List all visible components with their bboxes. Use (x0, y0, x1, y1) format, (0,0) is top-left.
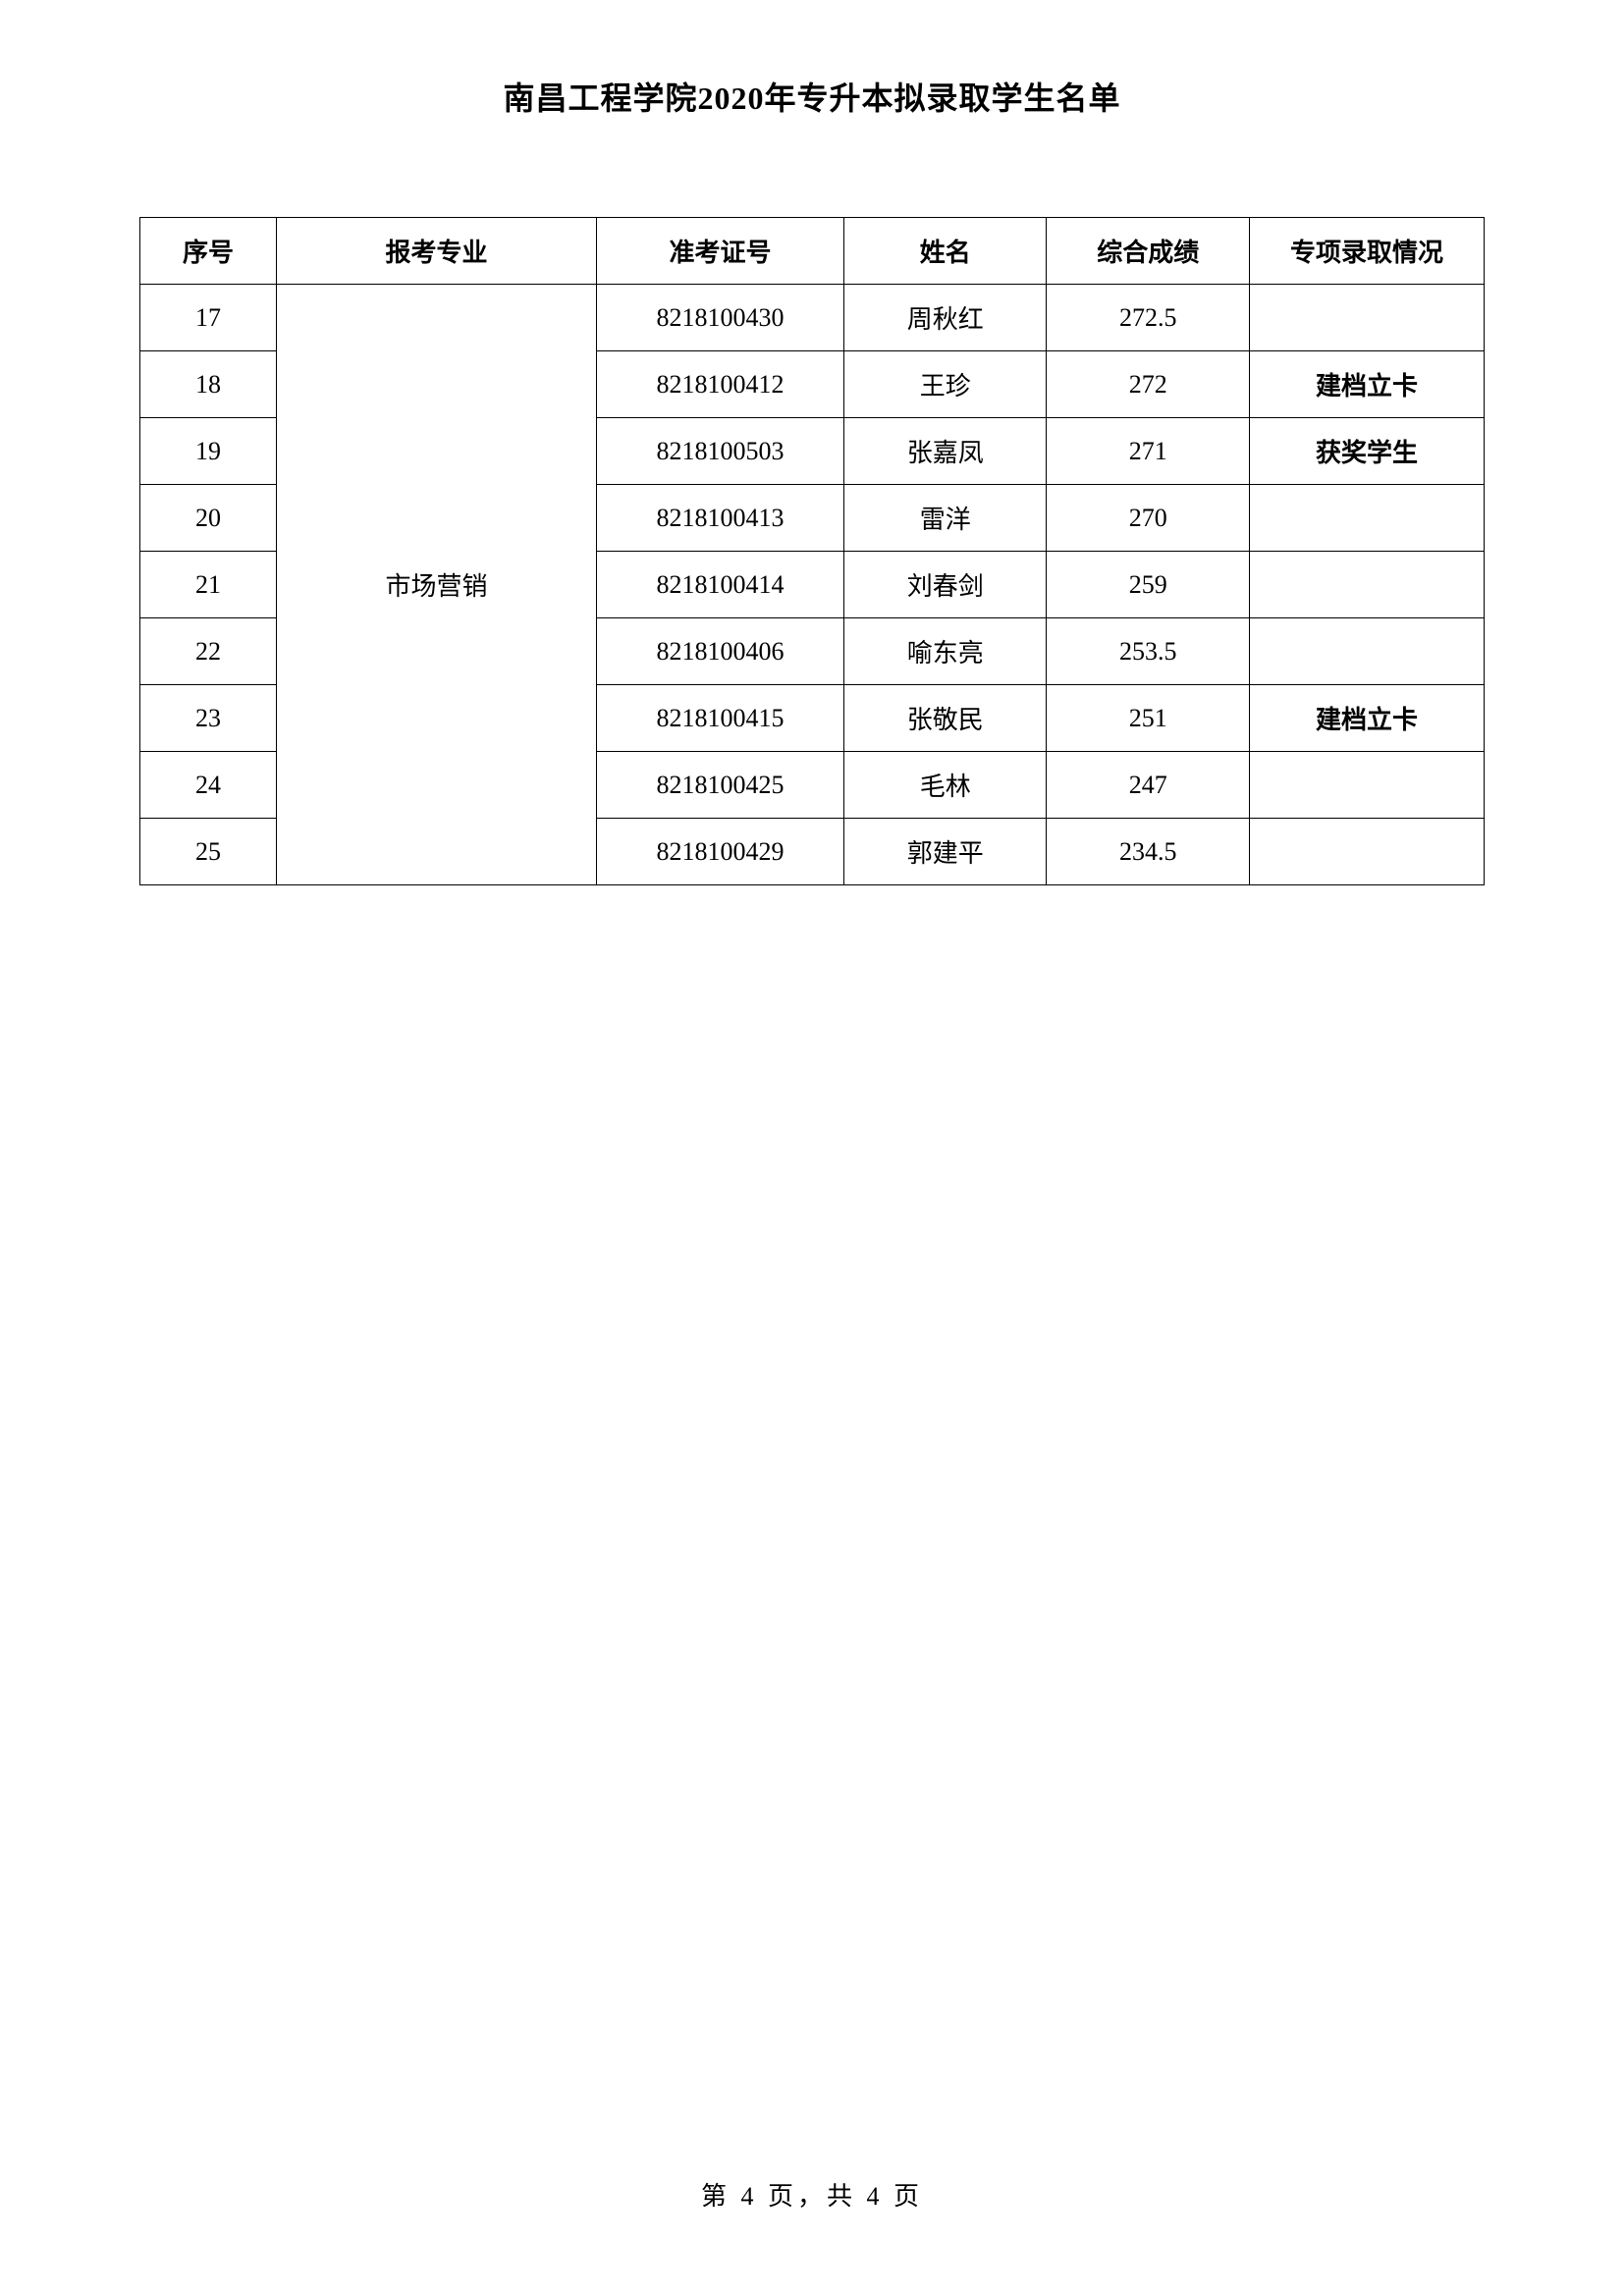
cell-special (1249, 285, 1484, 351)
cell-score: 251 (1047, 685, 1249, 752)
cell-seq: 22 (140, 618, 277, 685)
cell-examid: 8218100429 (597, 819, 844, 885)
cell-name: 郭建平 (844, 819, 1047, 885)
cell-name: 毛林 (844, 752, 1047, 819)
cell-score: 253.5 (1047, 618, 1249, 685)
table-body: 17 市场营销 8218100430 周秋红 272.5 18 82181004… (140, 285, 1485, 885)
cell-score: 270 (1047, 485, 1249, 552)
cell-seq: 25 (140, 819, 277, 885)
cell-special (1249, 618, 1484, 685)
cell-special (1249, 752, 1484, 819)
cell-name: 张嘉凤 (844, 418, 1047, 485)
cell-name: 周秋红 (844, 285, 1047, 351)
cell-seq: 19 (140, 418, 277, 485)
cell-seq: 20 (140, 485, 277, 552)
cell-examid: 8218100406 (597, 618, 844, 685)
cell-seq: 23 (140, 685, 277, 752)
cell-score: 259 (1047, 552, 1249, 618)
cell-examid: 8218100414 (597, 552, 844, 618)
cell-name: 王珍 (844, 351, 1047, 418)
cell-examid: 8218100503 (597, 418, 844, 485)
header-score: 综合成绩 (1047, 218, 1249, 285)
table-header-row: 序号 报考专业 准考证号 姓名 综合成绩 专项录取情况 (140, 218, 1485, 285)
cell-special: 建档立卡 (1249, 351, 1484, 418)
page-footer: 第 4 页，共 4 页 (0, 2176, 1624, 2213)
cell-score: 272.5 (1047, 285, 1249, 351)
cell-score: 272 (1047, 351, 1249, 418)
cell-examid: 8218100415 (597, 685, 844, 752)
cell-seq: 21 (140, 552, 277, 618)
cell-examid: 8218100413 (597, 485, 844, 552)
admission-table: 序号 报考专业 准考证号 姓名 综合成绩 专项录取情况 17 市场营销 8218… (139, 217, 1485, 885)
cell-special (1249, 819, 1484, 885)
cell-examid: 8218100430 (597, 285, 844, 351)
cell-seq: 17 (140, 285, 277, 351)
cell-examid: 8218100425 (597, 752, 844, 819)
header-seq: 序号 (140, 218, 277, 285)
cell-major-merged: 市场营销 (277, 285, 597, 885)
cell-special: 获奖学生 (1249, 418, 1484, 485)
cell-special: 建档立卡 (1249, 685, 1484, 752)
cell-seq: 24 (140, 752, 277, 819)
table-container: 序号 报考专业 准考证号 姓名 综合成绩 专项录取情况 17 市场营销 8218… (139, 217, 1485, 885)
table-row: 17 市场营销 8218100430 周秋红 272.5 (140, 285, 1485, 351)
cell-seq: 18 (140, 351, 277, 418)
header-name: 姓名 (844, 218, 1047, 285)
cell-name: 刘春剑 (844, 552, 1047, 618)
header-special: 专项录取情况 (1249, 218, 1484, 285)
cell-score: 234.5 (1047, 819, 1249, 885)
cell-special (1249, 552, 1484, 618)
cell-name: 雷洋 (844, 485, 1047, 552)
header-examid: 准考证号 (597, 218, 844, 285)
cell-score: 271 (1047, 418, 1249, 485)
cell-name: 喻东亮 (844, 618, 1047, 685)
cell-special (1249, 485, 1484, 552)
page-title: 南昌工程学院2020年专升本拟录取学生名单 (0, 0, 1624, 119)
header-major: 报考专业 (277, 218, 597, 285)
cell-score: 247 (1047, 752, 1249, 819)
cell-examid: 8218100412 (597, 351, 844, 418)
cell-name: 张敬民 (844, 685, 1047, 752)
